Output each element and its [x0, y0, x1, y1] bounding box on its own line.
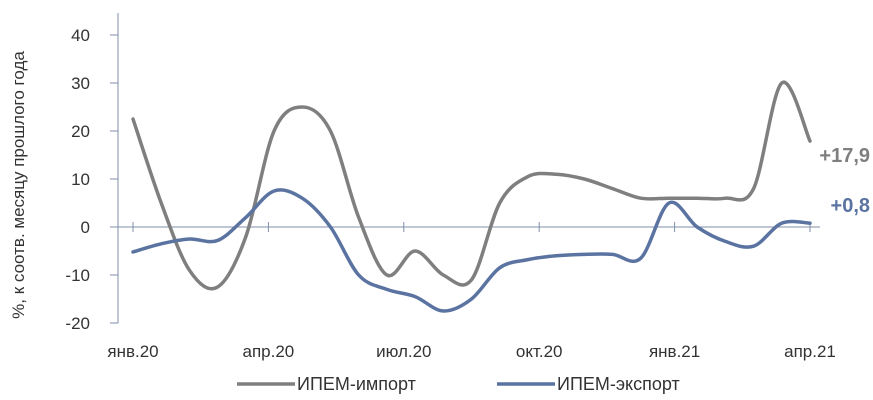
y-tick-label: 40 — [71, 26, 90, 45]
series-line-2 — [131, 188, 812, 313]
y-tick-label: 10 — [71, 170, 90, 189]
x-tick-label: янв.21 — [649, 342, 700, 361]
legend: ИПЕМ-импорт ИПЕМ-экспорт — [237, 374, 680, 394]
axes — [117, 13, 820, 323]
series-end-label: +0,8 — [831, 195, 870, 217]
y-tick-label: -10 — [65, 266, 90, 285]
ticks: -20 -10 0 10 20 30 40 янв.20 апр.20 июл.20 окт.20 я… — [65, 26, 835, 361]
x-tick-label: апр.20 — [243, 342, 295, 361]
legend-label: ИПЕМ-экспорт — [557, 374, 680, 394]
y-tick-label: 0 — [81, 218, 90, 237]
end-labels: +17,9 +0,8 — [819, 145, 870, 217]
y-tick-label: 20 — [71, 122, 90, 141]
x-tick-label: июл.20 — [376, 342, 431, 361]
series-end-label: +17,9 — [819, 145, 870, 167]
y-tick-label: 30 — [71, 74, 90, 93]
series-line-1 — [131, 80, 812, 291]
series-lines — [131, 80, 812, 313]
x-tick-label: окт.20 — [516, 342, 563, 361]
y-tick-label: -20 — [65, 314, 90, 333]
x-tick-label: апр.21 — [784, 342, 836, 361]
x-tick-label: янв.20 — [107, 342, 158, 361]
y-axis-title: %, к соотв. месяцу прошлого года — [9, 51, 28, 319]
legend-label: ИПЕМ-импорт — [297, 374, 416, 394]
